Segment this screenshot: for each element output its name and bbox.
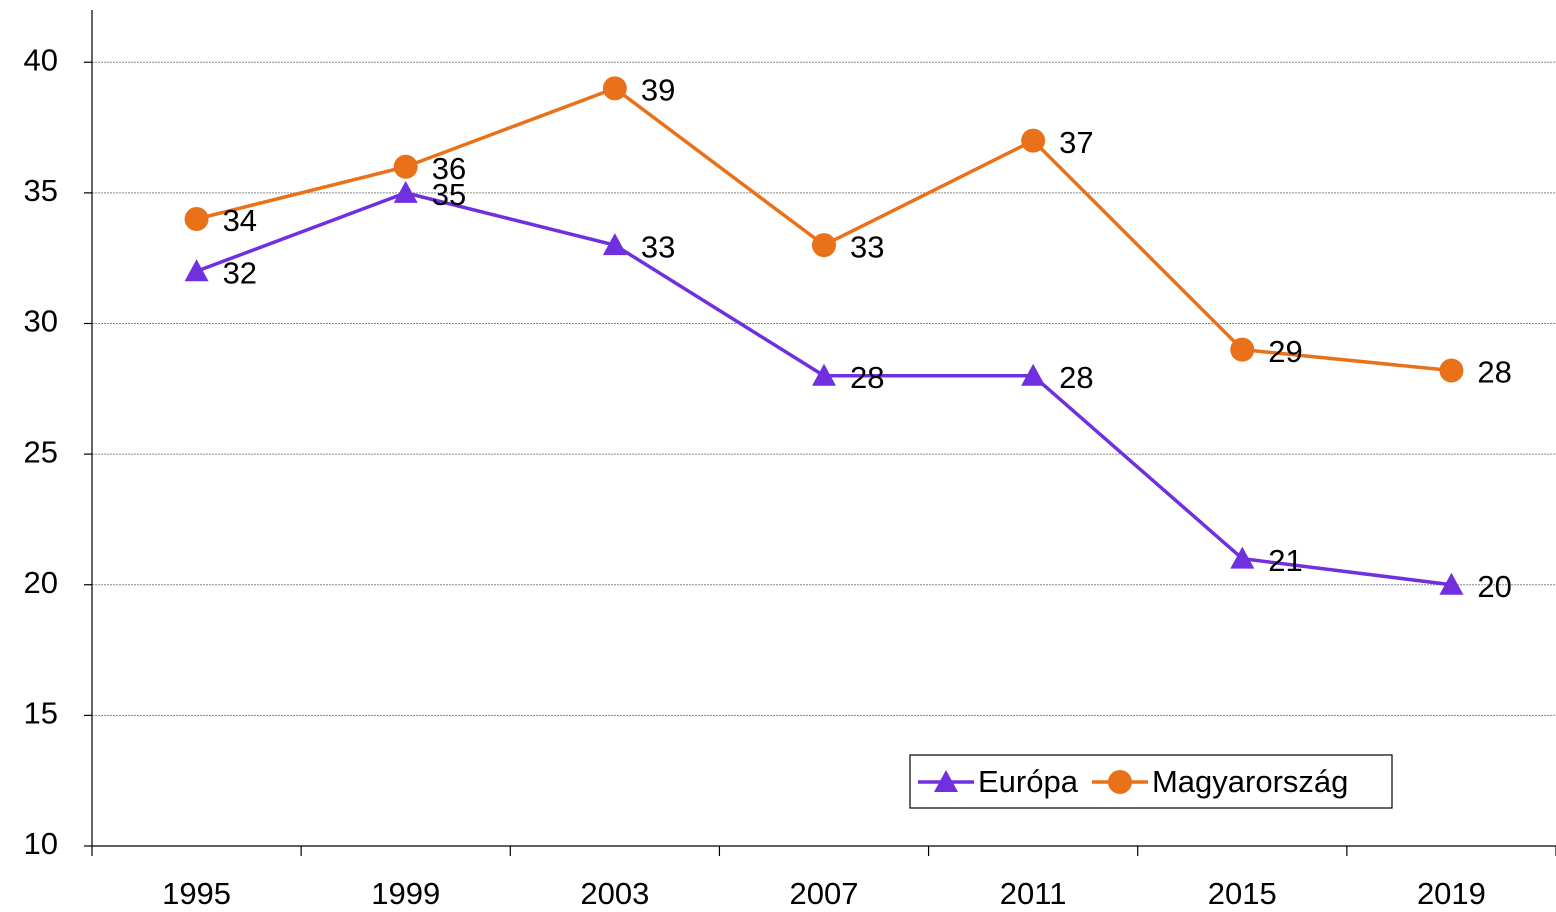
y-tick-label: 40: [24, 42, 58, 77]
data-label: 20: [1477, 569, 1511, 604]
data-label: 29: [1268, 334, 1302, 369]
data-label: 28: [1477, 355, 1511, 390]
data-label: 28: [850, 360, 884, 395]
marker: [1107, 770, 1132, 794]
marker: [393, 154, 418, 179]
x-tick-label: 2019: [1417, 876, 1486, 911]
data-label: 28: [1059, 360, 1093, 395]
marker: [602, 76, 627, 101]
y-tick-label: 35: [24, 173, 58, 208]
marker: [1439, 358, 1464, 383]
marker: [1230, 546, 1255, 569]
marker: [812, 233, 836, 258]
data-label: 35: [432, 177, 466, 212]
legend-label: Magyarország: [1152, 764, 1348, 799]
data-label: 33: [641, 229, 675, 264]
x-tick-label: 2003: [580, 876, 649, 911]
data-label: 39: [641, 73, 675, 108]
data-label: 34: [223, 203, 257, 238]
data-label: 32: [223, 255, 257, 290]
marker: [184, 259, 209, 282]
line: [196, 86, 1452, 373]
marker: [184, 207, 209, 231]
x-tick-label: 1995: [162, 876, 231, 911]
legend-label: Európa: [978, 764, 1079, 799]
marker: [393, 180, 418, 203]
marker: [1439, 572, 1464, 595]
marker: [812, 363, 836, 386]
marker: [1021, 128, 1046, 153]
marker: [602, 233, 627, 256]
data-label: 21: [1268, 543, 1302, 578]
data-label: 37: [1059, 125, 1093, 160]
data-label: 36: [432, 151, 466, 186]
y-tick-label: 20: [24, 565, 58, 600]
marker: [934, 770, 958, 792]
x-tick-label: 2015: [1208, 876, 1277, 911]
marker: [1021, 363, 1046, 386]
legend: Európa Magyarország: [909, 754, 1393, 809]
y-tick-label: 10: [24, 826, 58, 861]
x-tick-label: 1999: [371, 876, 440, 911]
marker: [1230, 337, 1255, 362]
x-tick-label: 2011: [1000, 876, 1067, 911]
y-tick-label: 25: [24, 434, 58, 469]
y-tick-label: 30: [24, 304, 58, 339]
x-tick-label: 2007: [790, 876, 859, 911]
data-label: 33: [850, 229, 884, 264]
legend-box: [909, 754, 1393, 809]
y-tick-label: 15: [24, 696, 58, 731]
